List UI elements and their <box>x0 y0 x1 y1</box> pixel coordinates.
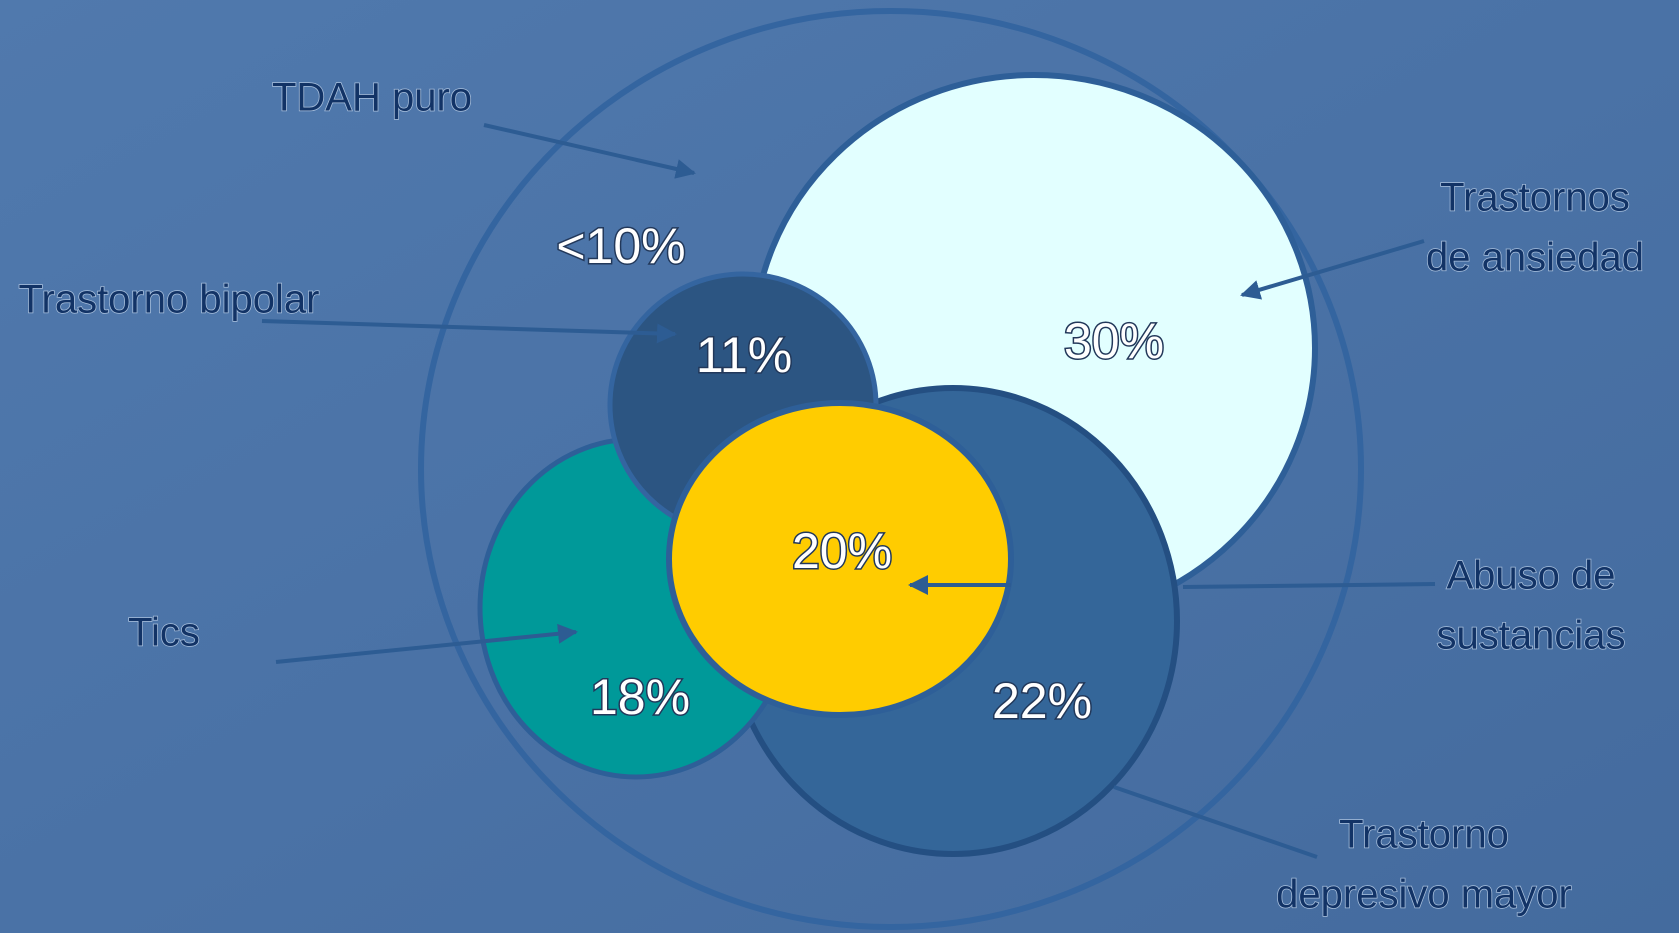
node-label: Tics <box>128 611 200 655</box>
connector <box>1113 785 1318 859</box>
node-value: 20% <box>792 523 892 579</box>
node-value: <10% <box>556 218 685 274</box>
arrow <box>275 623 578 664</box>
texts: TDAH puro <10% Trastornos de ansiedad 30% Tra… <box>18 75 1645 918</box>
arrow <box>1240 239 1425 300</box>
node-label: Trastornos <box>1440 176 1630 220</box>
arrow <box>483 123 696 179</box>
node-label: Trastorno bipolar <box>19 278 320 322</box>
node-label: de ansiedad <box>1426 236 1644 280</box>
node-value: 18% <box>590 669 690 725</box>
node-label: depresivo mayor <box>1276 873 1572 917</box>
node-label: Abuso de <box>1446 554 1615 598</box>
connector <box>1182 582 1436 589</box>
arrow <box>261 319 677 344</box>
node-value: 30% <box>1064 313 1164 369</box>
substance-circle <box>666 400 1014 718</box>
node-label: Trastorno <box>1339 813 1509 857</box>
node-label: sustancias <box>1437 614 1626 658</box>
node-value: 11% <box>696 327 792 383</box>
node-label: TDAH puro <box>272 76 472 120</box>
node-value: 22% <box>992 673 1092 729</box>
outer-circle <box>418 8 1364 930</box>
